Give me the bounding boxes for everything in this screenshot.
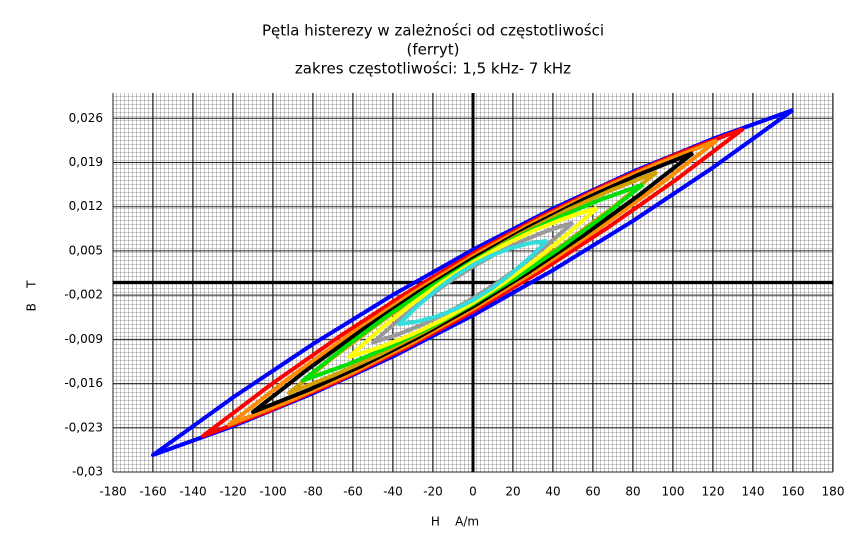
- x-tick-label: -120: [219, 485, 246, 499]
- x-tick-label: -140: [179, 485, 206, 499]
- x-tick-label: 120: [702, 485, 725, 499]
- x-tick-label: 140: [742, 485, 765, 499]
- y-tick-label: 0,019: [69, 155, 103, 169]
- x-tick-label: -160: [139, 485, 166, 499]
- x-tick-label: -40: [383, 485, 403, 499]
- x-tick-label: 40: [545, 485, 560, 499]
- y-tick-label: -0,016: [64, 376, 103, 390]
- y-tick-label: 0,026: [69, 111, 103, 125]
- x-tick-label: 100: [662, 485, 685, 499]
- x-tick-label: 60: [585, 485, 600, 499]
- x-tick-label: 160: [782, 485, 805, 499]
- chart-title: Pętla histerezy w zależności od częstotl…: [262, 22, 604, 40]
- x-tick-label: 180: [822, 485, 845, 499]
- hysteresis-loop: [251, 151, 695, 414]
- y-tick-label: -0,009: [64, 332, 103, 346]
- x-tick-label: 0: [469, 485, 477, 499]
- x-tick-label: -100: [259, 485, 286, 499]
- y-tick-label: -0,023: [64, 420, 103, 434]
- x-tick-label: 80: [625, 485, 640, 499]
- x-tick-label: -80: [303, 485, 323, 499]
- hysteresis-loop: [227, 138, 719, 427]
- x-tick-label: -60: [343, 485, 363, 499]
- chart-title: zakres częstotliwości: 1,5 kHz- 7 kHz: [295, 60, 571, 78]
- x-tick-label: -180: [99, 485, 126, 499]
- y-tick-label: -0,03: [72, 465, 103, 479]
- x-axis-label: H A/m: [431, 515, 479, 529]
- x-tick-label: 20: [505, 485, 520, 499]
- hysteresis-loop: [397, 238, 549, 327]
- y-tick-label: 0,012: [69, 199, 103, 213]
- y-axis-label: B T: [25, 280, 39, 311]
- hysteresis-loop: [347, 206, 599, 360]
- y-tick-label: 0,005: [69, 243, 103, 257]
- y-tick-label: -0,002: [64, 288, 103, 302]
- chart-title: (ferryt): [406, 41, 459, 59]
- x-tick-label: -20: [423, 485, 443, 499]
